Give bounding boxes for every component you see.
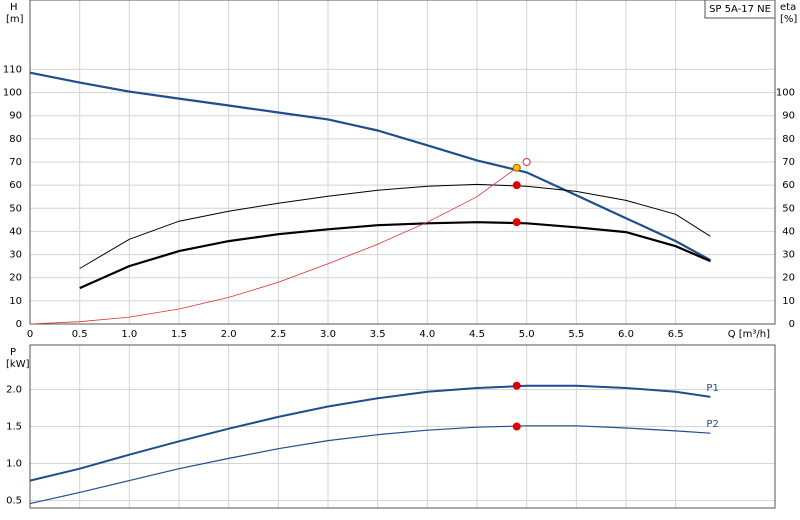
y-tick-label: 0.5 xyxy=(6,496,22,507)
y-tick-label: 1.5 xyxy=(6,422,22,433)
x-tick-label: 5.0 xyxy=(519,329,535,340)
x-tick-label: 6.5 xyxy=(668,329,684,340)
x-tick-label: 0.5 xyxy=(72,329,88,340)
x-tick-label: 1.5 xyxy=(171,329,187,340)
y2-tick-label: 40 xyxy=(782,226,795,237)
plot-frame xyxy=(29,0,776,325)
x-tick-label: 3.5 xyxy=(370,329,386,340)
duty-point xyxy=(522,158,531,166)
y-tick-label: 90 xyxy=(9,111,22,122)
y-tick-label: 110 xyxy=(3,64,22,75)
x-tick-label: 2.0 xyxy=(221,329,237,340)
y2-tick-label: 20 xyxy=(782,273,795,284)
x-tick-label: 1.0 xyxy=(121,329,137,340)
curve-label: P2 xyxy=(706,419,718,430)
y-tick-label: 80 xyxy=(9,134,22,145)
duty-point xyxy=(512,381,521,390)
y-tick-label: 30 xyxy=(9,250,22,261)
x-tick-label: 2.5 xyxy=(270,329,286,340)
curve xyxy=(79,183,711,269)
x-tick-label: 6.0 xyxy=(618,329,634,340)
y-axis-label: [m] xyxy=(6,14,24,25)
y2-tick-label: 0 xyxy=(789,319,795,330)
y2-tick-label: 30 xyxy=(782,250,795,261)
x-tick-label: 4.0 xyxy=(419,329,435,340)
y-tick-label: 10 xyxy=(9,296,22,307)
y-tick-label: 70 xyxy=(9,157,22,168)
curve-label: P1 xyxy=(706,383,718,394)
y2-axis-label: eta xyxy=(780,2,796,13)
plot-frame xyxy=(29,344,776,509)
y-tick-label: 0 xyxy=(16,319,22,330)
curve xyxy=(79,221,711,290)
y-tick-label: 1.0 xyxy=(6,459,22,470)
x-tick-label: 4.5 xyxy=(469,329,485,340)
y2-tick-label: 70 xyxy=(782,157,795,168)
x-tick-label: 3.0 xyxy=(320,329,336,340)
curve xyxy=(29,167,517,325)
duty-point xyxy=(512,422,521,431)
duty-point xyxy=(512,163,521,172)
y2-tick-label: 80 xyxy=(782,134,795,145)
y-axis-label: P xyxy=(10,347,16,358)
title: SP 5A-17 NE xyxy=(709,4,771,15)
y-tick-label: 60 xyxy=(9,180,22,191)
y-tick-label: 100 xyxy=(3,88,22,99)
x-tick-label: 0 xyxy=(27,329,33,340)
y2-tick-label: 90 xyxy=(782,111,795,122)
y-tick-label: 2.0 xyxy=(6,384,22,395)
y-axis-label: H xyxy=(10,2,18,13)
x-tick-label: 5.5 xyxy=(568,329,584,340)
curve xyxy=(29,71,711,262)
y2-tick-label: 60 xyxy=(782,180,795,191)
y-axis-label: [kW] xyxy=(6,359,30,370)
curve xyxy=(29,384,711,482)
y2-axis-label: [%] xyxy=(780,14,797,25)
x-axis-label: Q [m³/h] xyxy=(728,329,770,340)
duty-point xyxy=(512,218,521,227)
y2-tick-label: 10 xyxy=(782,296,795,307)
y-tick-label: 50 xyxy=(9,203,22,214)
curve xyxy=(29,425,711,505)
y2-tick-label: 100 xyxy=(776,88,795,99)
y-tick-label: 40 xyxy=(9,226,22,237)
y-tick-label: 20 xyxy=(9,273,22,284)
y2-tick-label: 50 xyxy=(782,203,795,214)
duty-point xyxy=(512,181,521,190)
